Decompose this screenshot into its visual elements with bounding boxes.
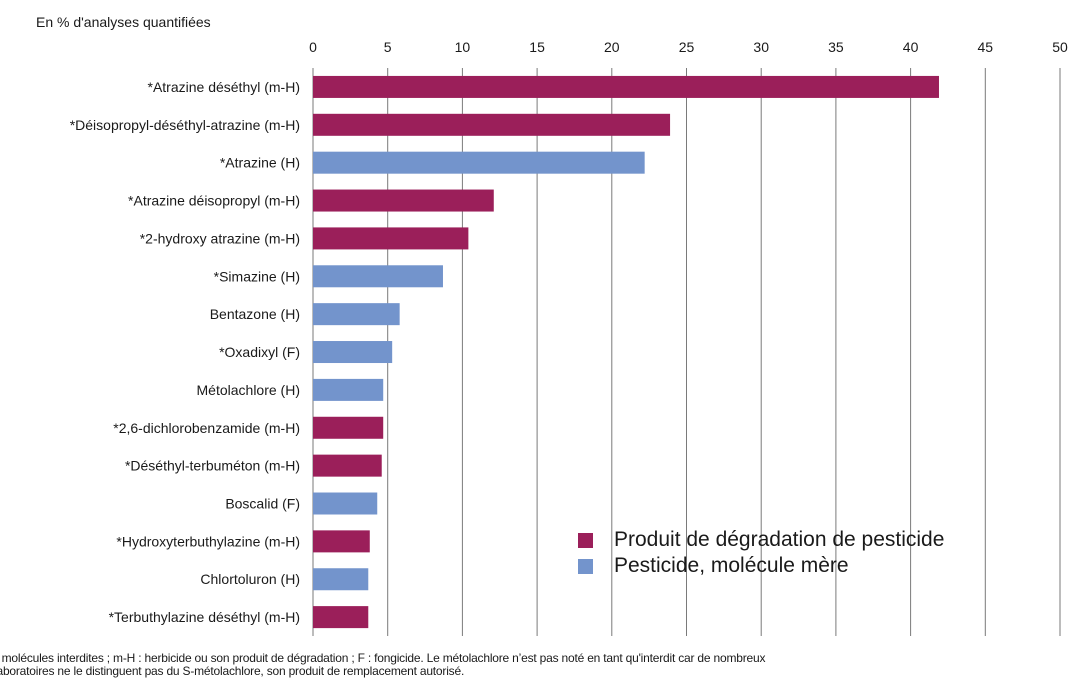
footnote: * molécules interdites ; m-H : herbicide… (0, 652, 1072, 678)
x-tick-label: 45 (978, 39, 994, 55)
category-labels: *Atrazine déséthyl (m-H) *Déisopropyl-dés… (70, 79, 300, 625)
category-label: *Simazine (H) (214, 268, 300, 284)
bar (313, 75, 939, 98)
bar (313, 606, 369, 629)
category-label: *Oxadixyl (F) (219, 344, 300, 360)
category-label: *Déisopropyl-déséthyl-atrazine (m-H) (70, 117, 300, 133)
x-tick-label: 5 (384, 39, 392, 55)
legend: Produit de dégradation de pesticide Pest… (578, 527, 944, 579)
x-tick-label: 40 (903, 39, 919, 55)
category-label: *Hydroxyterbuthylazine (m-H) (116, 533, 300, 549)
bars (313, 75, 939, 629)
bar (313, 378, 384, 401)
legend-label-degradation: Produit de dégradation de pesticide (614, 528, 945, 551)
x-tick-label: 0 (309, 39, 317, 55)
category-label: *Terbuthylazine déséthyl (m-H) (109, 609, 300, 625)
x-tick-label: 35 (828, 39, 844, 55)
category-label: Chlortoluron (H) (200, 571, 300, 587)
x-tick-label: 50 (1052, 39, 1068, 55)
bar (313, 189, 494, 212)
category-label: *2,6-dichlorobenzamide (m-H) (113, 420, 300, 436)
bar (313, 530, 370, 553)
x-tick-label: 20 (604, 39, 620, 55)
x-tick-label: 30 (753, 39, 769, 55)
bar (313, 227, 469, 250)
category-label: *2-hydroxy atrazine (m-H) (140, 230, 300, 246)
x-tick-labels: 0 5 10 15 20 25 30 35 40 45 50 (309, 39, 1068, 55)
legend-swatch-parent (578, 558, 593, 574)
bar (313, 265, 443, 288)
bar (313, 416, 384, 439)
x-tick-label: 10 (455, 39, 471, 55)
category-label: Métolachlore (H) (197, 382, 300, 398)
legend-label-parent: Pesticide, molécule mère (614, 554, 849, 577)
legend-item-parent: Pesticide, molécule mère (578, 553, 944, 579)
unit-label: En % d'analyses quantifiées (36, 14, 211, 30)
category-label: *Atrazine (H) (220, 155, 300, 171)
footnote-line: laboratoires ne le distinguent pas du S-… (0, 664, 465, 678)
bar (313, 454, 382, 477)
category-label: *Déséthyl-terbuméton (m-H) (125, 458, 300, 474)
bar (313, 151, 645, 174)
category-label: Boscalid (F) (225, 496, 300, 512)
category-label: *Atrazine déisopropyl (m-H) (128, 193, 300, 209)
bar (313, 568, 369, 591)
legend-swatch-degradation (578, 532, 593, 548)
category-label: Bentazone (H) (210, 306, 300, 322)
category-label: *Atrazine déséthyl (m-H) (148, 79, 301, 95)
footnote-line: * molécules interdites ; m-H : herbicide… (0, 652, 766, 665)
bar (313, 113, 671, 136)
bar (313, 303, 400, 326)
x-tick-label: 15 (529, 39, 545, 55)
bar-chart: 0 5 10 15 20 25 30 35 40 45 50 *Atrazine déséthyl … (70, 39, 1068, 637)
legend-item-degradation: Produit de dégradation de pesticide (578, 527, 944, 553)
bar (313, 341, 393, 364)
bar (313, 492, 378, 515)
x-tick-label: 25 (679, 39, 695, 55)
